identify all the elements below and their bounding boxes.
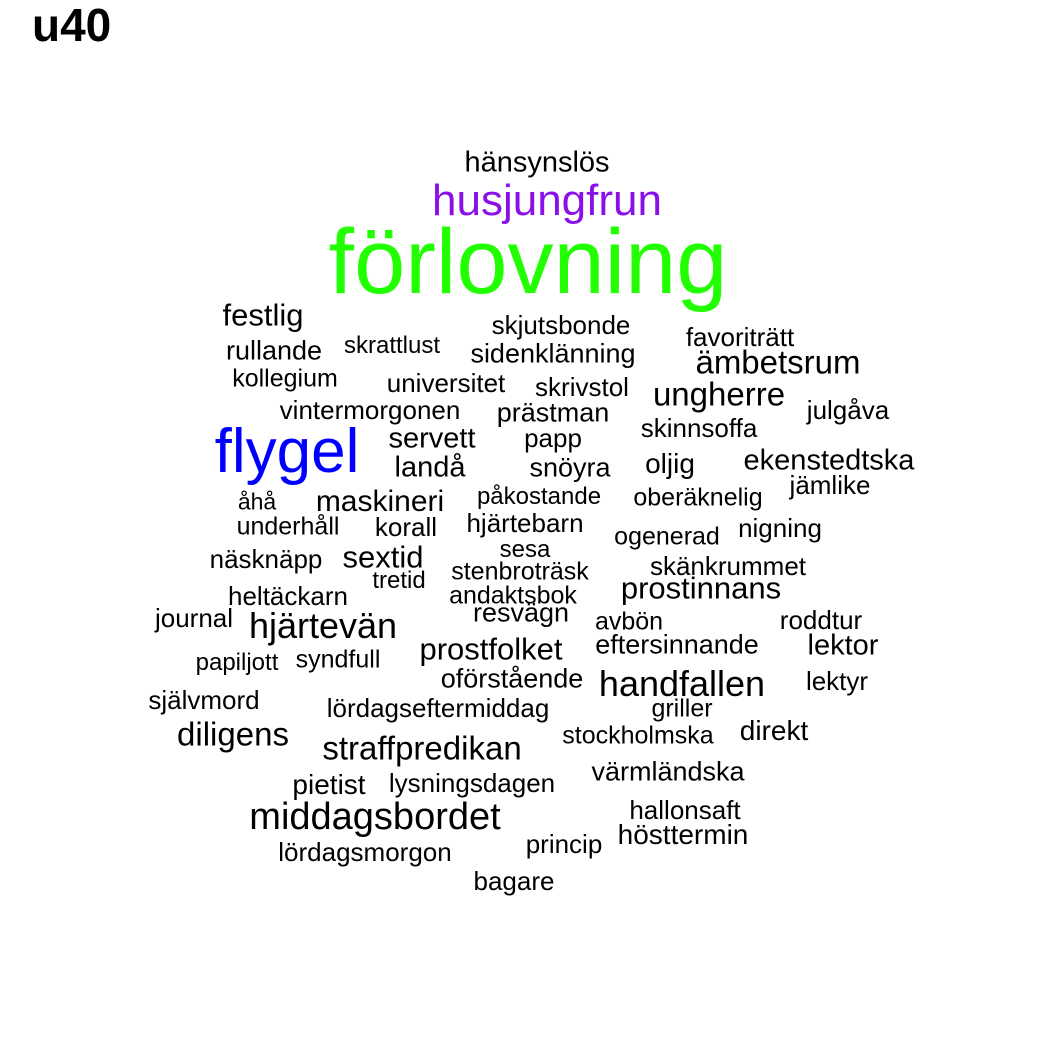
cloud-word: prostinnans (620, 570, 782, 606)
cloud-word: resvägn (472, 597, 570, 628)
cloud-word: stenbroträsk (451, 557, 589, 586)
cloud-word: nigning (738, 513, 822, 543)
cloud-word: snöyra (529, 452, 611, 483)
cloud-word: skinnsoffa (640, 413, 758, 443)
cloud-word: papiljott (195, 649, 279, 676)
cloud-word: hjärtevän (248, 605, 398, 646)
cloud-word: handfallen (598, 663, 766, 704)
cloud-word: universitet (386, 368, 506, 398)
cloud-word: flygel (214, 417, 360, 486)
cloud-word: hjärtebarn (466, 508, 584, 538)
cloud-word: straffpredikan (322, 729, 522, 767)
cloud-word: lektor (807, 629, 879, 662)
cloud-word: diligens (177, 715, 289, 753)
cloud-word: sesa (499, 536, 551, 563)
cloud-word: julgåva (806, 395, 890, 425)
cloud-word: hänsynslös (464, 146, 610, 179)
cloud-word: prostfolket (419, 631, 563, 667)
cloud-word: jämlike (789, 470, 871, 500)
cloud-word: skrivstol (535, 372, 629, 402)
cloud-word: näsknäpp (209, 544, 323, 574)
cloud-word: rullande (225, 335, 323, 366)
cloud-word: pietist (292, 769, 366, 800)
cloud-word: festlig (222, 297, 304, 333)
cloud-word: lektyr (805, 666, 869, 696)
cloud-word: hösttermin (617, 819, 749, 850)
cloud-word: heltäckarn (228, 581, 348, 611)
cloud-word: avbön (594, 607, 664, 636)
cloud-word: husjungfrun (432, 176, 662, 225)
cloud-word: princip (525, 829, 603, 859)
cloud-word: förlovning (328, 211, 728, 313)
cloud-word: journal (154, 603, 234, 633)
cloud-word: ogenerad (614, 522, 720, 551)
cloud-word: värmländska (591, 756, 745, 787)
cloud-word: skrattlust (343, 332, 441, 359)
cloud-word: kollegium (232, 364, 338, 393)
cloud-word: oljig (645, 448, 695, 479)
cloud-word: oberäknelig (633, 483, 763, 512)
cloud-word: syndfull (295, 645, 381, 674)
cloud-word: åhå (237, 488, 277, 515)
cloud-word: ungherre (652, 375, 786, 413)
cloud-word: självmord (148, 685, 260, 715)
cloud-word: tretid (372, 567, 426, 594)
cloud-word: andaktsbok (449, 581, 577, 610)
cloud-word: favoriträtt (685, 322, 795, 352)
cloud-word: lördagsmorgon (278, 837, 452, 867)
chart-title: u40 (32, 0, 112, 51)
cloud-word: landå (394, 451, 466, 484)
cloud-word: hallonsaft (629, 795, 741, 825)
cloud-word: direkt (739, 715, 809, 746)
cloud-word: skänkrummet (649, 551, 807, 581)
cloud-word: sidenklänning (470, 338, 636, 369)
cloud-word: påkostande (476, 483, 602, 510)
cloud-word: maskineri (315, 485, 445, 518)
cloud-word: eftersinnande (595, 629, 759, 660)
cloud-word: griller (651, 694, 713, 723)
cloud-word: skjutsbonde (491, 310, 631, 340)
cloud-word: lördagseftermiddag (326, 693, 550, 723)
cloud-word: servett (388, 422, 476, 455)
cloud-word: ämbetsrum (695, 343, 861, 381)
cloud-word: papp (524, 423, 582, 453)
cloud-word: bagare (473, 866, 555, 896)
cloud-word: ekenstedtska (743, 444, 915, 477)
cloud-word: vintermorgonen (279, 395, 461, 425)
cloud-word: oförstående (440, 663, 584, 694)
cloud-word: roddtur (779, 605, 863, 635)
cloud-word: lysningsdagen (388, 768, 556, 798)
cloud-word: sextid (342, 539, 424, 575)
cloud-word: korall (374, 512, 438, 542)
cloud-word: prästman (496, 397, 610, 428)
cloud-word: middagsbordet (249, 796, 501, 838)
cloud-word: underhåll (236, 512, 340, 541)
cloud-word: stockholmska (562, 721, 714, 750)
